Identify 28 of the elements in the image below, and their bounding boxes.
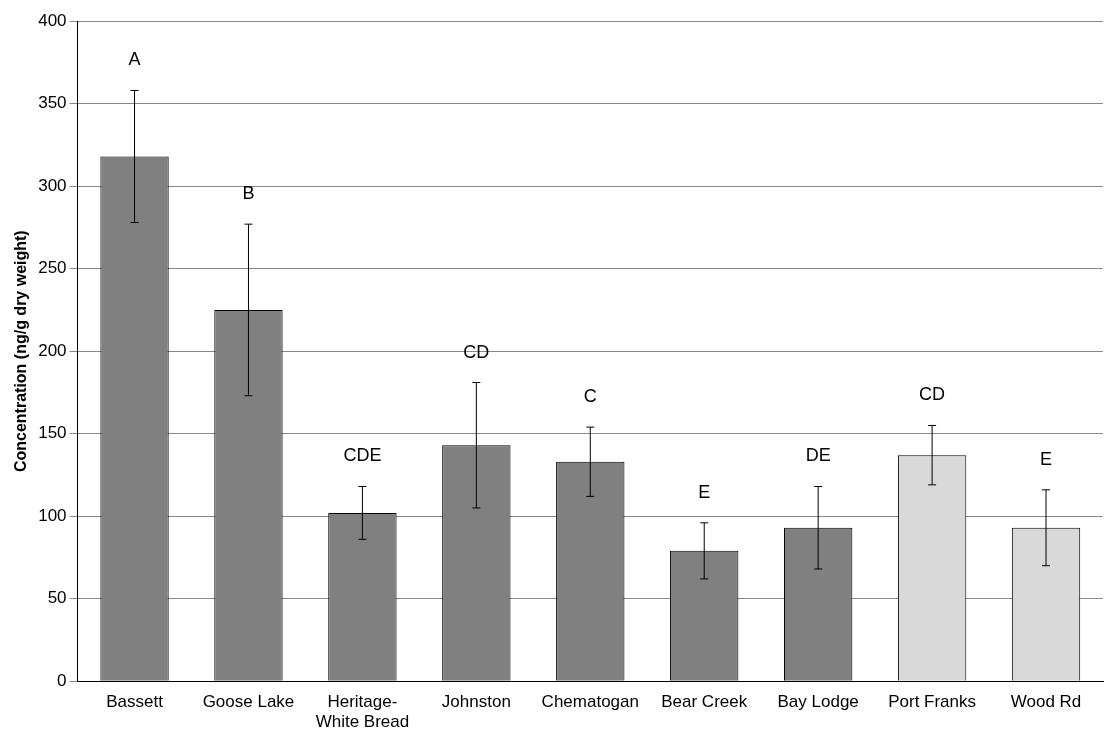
x-tick-label: Chematogan — [541, 692, 639, 712]
y-tick-label: 250 — [38, 258, 67, 278]
x-tick-label: Port Franks — [888, 692, 977, 712]
y-tick-label: 400 — [38, 10, 67, 30]
y-tick-label: 100 — [38, 505, 67, 525]
y-tick-label: 350 — [38, 93, 67, 113]
annotation: CD — [463, 341, 490, 362]
y-tick-label: 0 — [57, 670, 67, 690]
annotation: E — [698, 481, 711, 502]
x-tick-label: Heritage-White Bread — [315, 692, 410, 732]
x-tick-label: Goose Lake — [202, 692, 295, 712]
x-tick-label: Bear Creek — [661, 692, 748, 712]
annotation: CDE — [343, 445, 382, 466]
annotation: C — [583, 386, 597, 407]
annotation: A — [128, 49, 141, 70]
y-tick-label: 50 — [47, 588, 67, 608]
x-tick-label: Bassett — [106, 692, 164, 712]
y-tick-label: 150 — [38, 423, 67, 443]
x-tick-label: Wood Rd — [1010, 692, 1082, 712]
annotation: B — [242, 183, 255, 204]
annotation: DE — [805, 445, 831, 466]
y-tick-label: 200 — [38, 340, 67, 360]
x-tick-label: Bay Lodge — [777, 692, 859, 712]
y-axis-title: Concentration (ng/g dry weight) — [12, 230, 30, 473]
x-tick-label: Johnston — [441, 692, 511, 712]
y-tick-label: 300 — [38, 175, 67, 195]
annotation: E — [1040, 448, 1053, 469]
annotation: CD — [919, 384, 946, 405]
